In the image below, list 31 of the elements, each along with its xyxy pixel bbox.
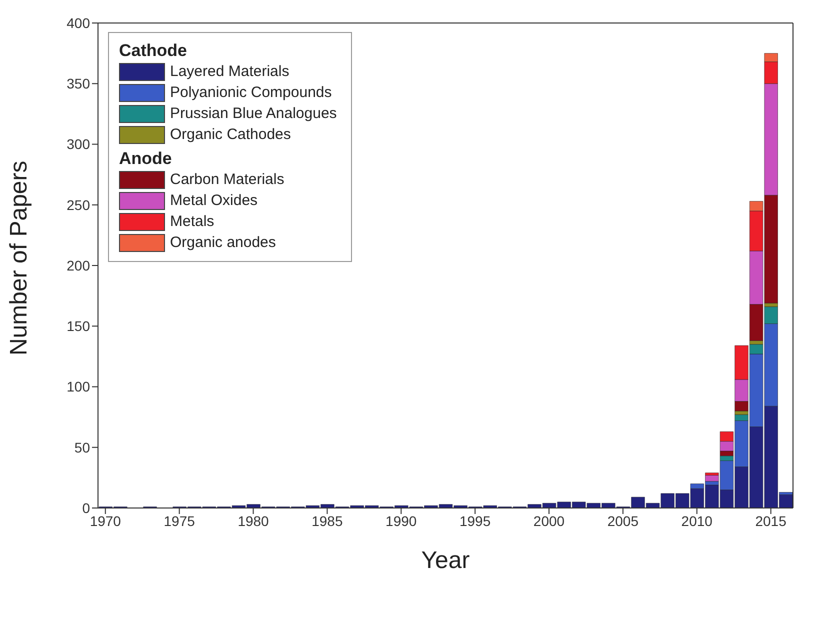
y-tick-label: 350 bbox=[66, 76, 90, 92]
x-tick-label: 1990 bbox=[386, 512, 417, 529]
annotation: Cathode bbox=[119, 41, 188, 61]
legend-label: Layered Materials bbox=[170, 63, 290, 80]
annotation: Anode bbox=[119, 149, 173, 169]
y-tick-label: 400 bbox=[66, 14, 90, 31]
x-tick-label: 2005 bbox=[607, 512, 639, 529]
x-tick-label: 1970 bbox=[90, 512, 122, 529]
x-tick-label: 2010 bbox=[681, 512, 713, 529]
x-tick-label: 1980 bbox=[238, 512, 270, 529]
y-tick-label: 0 bbox=[82, 500, 90, 516]
legend-label: Polyanionic Compounds bbox=[170, 84, 332, 101]
y-tick-label: 50 bbox=[74, 439, 90, 456]
y-tick-label: 300 bbox=[66, 136, 90, 152]
x-tick-label: 1995 bbox=[459, 512, 491, 529]
legend-label: Organic Cathodes bbox=[170, 126, 291, 143]
x-axis-title: Year bbox=[421, 547, 470, 574]
legend-label: Metals bbox=[170, 213, 214, 230]
y-tick-label: 200 bbox=[66, 257, 90, 274]
legend-label: Carbon Materials bbox=[170, 171, 284, 188]
y-tick-label: 250 bbox=[66, 196, 90, 213]
legend-label: Metal Oxides bbox=[170, 192, 258, 209]
x-tick-label: 2000 bbox=[533, 512, 565, 529]
y-tick-label: 100 bbox=[66, 378, 90, 395]
legend-label: Prussian Blue Analogues bbox=[170, 105, 337, 122]
x-tick-label: 1985 bbox=[312, 512, 343, 529]
y-axis-title: Number of Papers bbox=[6, 160, 33, 356]
y-tick-label: 150 bbox=[66, 318, 90, 334]
x-tick-label: 1975 bbox=[164, 512, 196, 529]
x-tick-label: 2015 bbox=[755, 512, 787, 529]
legend-label: Organic anodes bbox=[170, 234, 276, 251]
